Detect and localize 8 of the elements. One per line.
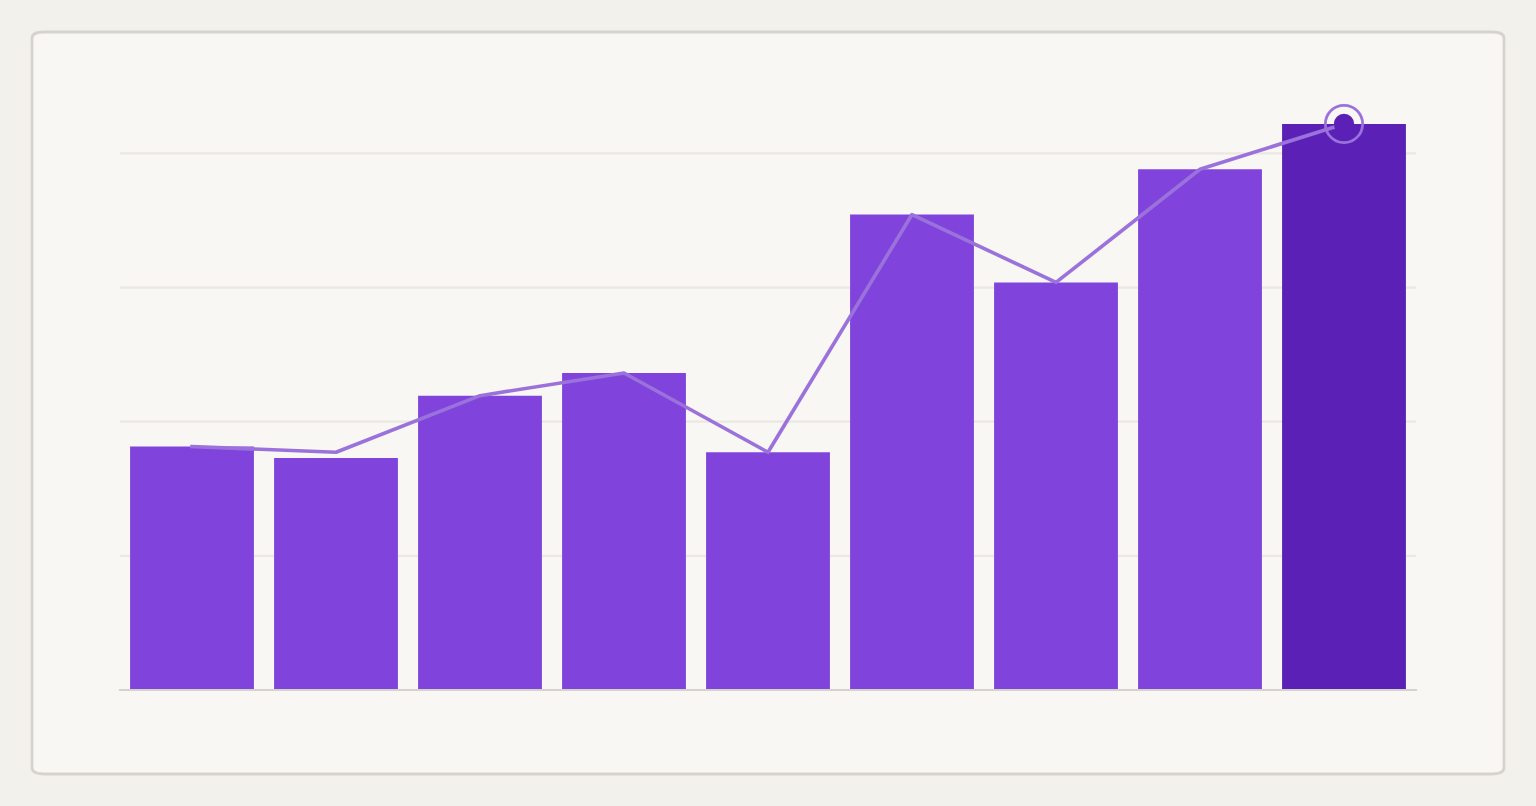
bar (562, 373, 686, 690)
bar (1138, 169, 1262, 690)
bar (418, 395, 542, 690)
bar (130, 446, 254, 690)
bar (274, 457, 398, 690)
bar (994, 282, 1118, 690)
bar (850, 214, 974, 690)
bar (706, 452, 830, 690)
